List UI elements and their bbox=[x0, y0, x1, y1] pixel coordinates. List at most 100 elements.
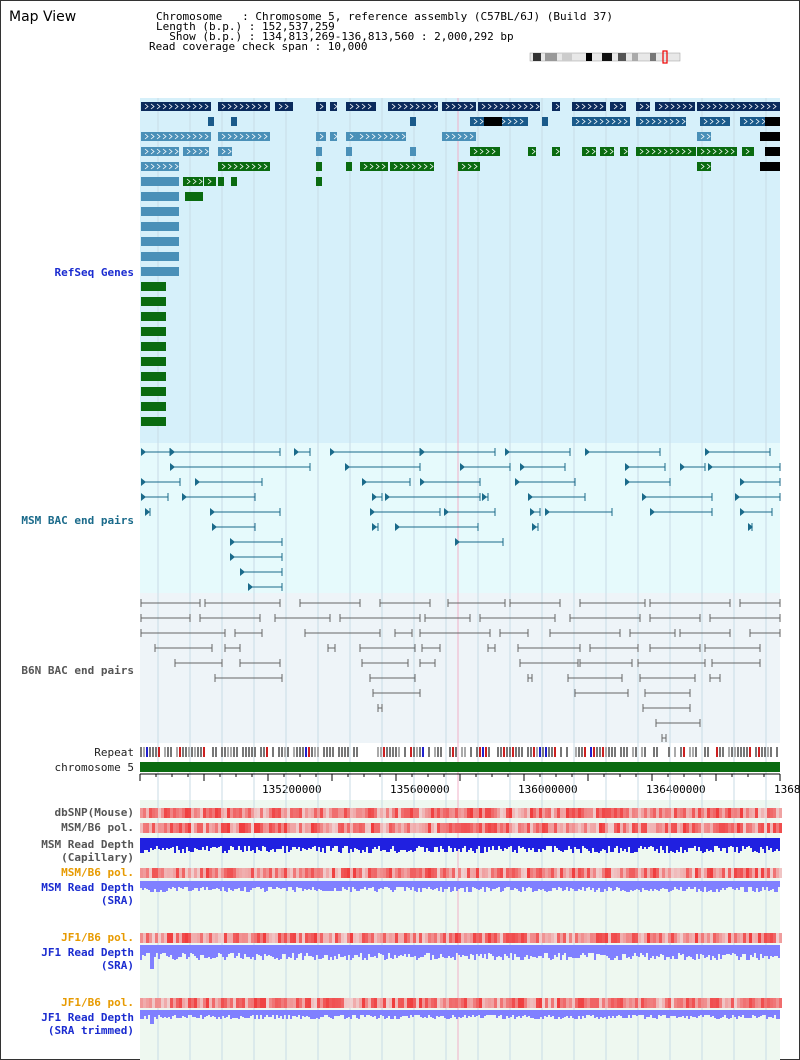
polymorphism-cell bbox=[539, 933, 542, 943]
polymorphism-cell bbox=[605, 933, 608, 943]
polymorphism-cell bbox=[317, 868, 320, 878]
read-depth-bar bbox=[406, 838, 408, 852]
gene-strand-arrow bbox=[675, 118, 680, 125]
polymorphism-cell bbox=[551, 808, 554, 818]
gene-strand-arrow bbox=[257, 103, 262, 110]
read-depth-bar bbox=[272, 881, 274, 889]
read-depth-bar bbox=[488, 838, 490, 847]
gene-feature bbox=[141, 192, 179, 201]
read-depth-bar bbox=[524, 945, 526, 957]
gene-strand-arrow bbox=[174, 163, 179, 170]
polymorphism-cell bbox=[278, 808, 281, 818]
read-depth-bar bbox=[636, 1010, 638, 1016]
polymorphism-cell bbox=[635, 868, 638, 878]
polymorphism-cell bbox=[665, 823, 668, 833]
read-depth-bar bbox=[250, 945, 252, 959]
read-depth-bar bbox=[248, 881, 250, 892]
polymorphism-cell bbox=[173, 998, 176, 1008]
read-depth-bar bbox=[540, 945, 542, 956]
polymorphism-cell bbox=[578, 933, 581, 943]
read-depth-bar bbox=[362, 1010, 364, 1015]
polymorphism-cell bbox=[308, 808, 311, 818]
read-depth-bar bbox=[724, 1010, 726, 1015]
polymorphism-cell bbox=[731, 998, 734, 1008]
read-depth-bar bbox=[320, 945, 322, 959]
gene-strand-arrow bbox=[174, 148, 179, 155]
read-depth-bar bbox=[228, 881, 230, 888]
polymorphism-cell bbox=[230, 998, 233, 1008]
read-depth-bar bbox=[328, 881, 330, 891]
polymorphism-cell bbox=[479, 998, 482, 1008]
polymorphism-cell bbox=[530, 808, 533, 818]
polymorphism-cell bbox=[266, 808, 269, 818]
read-depth-bar bbox=[338, 945, 340, 954]
bac-end-marker bbox=[545, 508, 550, 516]
read-depth-bar bbox=[486, 945, 488, 959]
read-depth-bar bbox=[754, 881, 756, 892]
read-depth-bar bbox=[454, 1010, 456, 1017]
read-depth-bar bbox=[748, 1010, 750, 1018]
read-depth-bar bbox=[596, 838, 598, 852]
read-depth-bar bbox=[578, 1010, 580, 1016]
read-depth-bar bbox=[258, 1010, 260, 1019]
read-depth-bar bbox=[414, 838, 416, 851]
read-depth-bar bbox=[688, 838, 690, 848]
polymorphism-cell bbox=[245, 998, 248, 1008]
repeat-element bbox=[590, 747, 592, 757]
polymorphism-cell bbox=[668, 933, 671, 943]
polymorphism-cell bbox=[506, 823, 509, 833]
read-depth-bar bbox=[680, 838, 682, 847]
read-depth-bar bbox=[732, 945, 734, 953]
read-depth-bar bbox=[760, 945, 762, 954]
read-depth-bar bbox=[734, 945, 736, 954]
polymorphism-cell bbox=[239, 868, 242, 878]
read-depth-bar bbox=[768, 881, 770, 891]
polymorphism-cell bbox=[467, 868, 470, 878]
read-depth-bar bbox=[532, 1010, 534, 1018]
polymorphism-cell bbox=[305, 868, 308, 878]
read-depth-bar bbox=[436, 881, 438, 888]
polymorphism-cell bbox=[359, 823, 362, 833]
repeat-element bbox=[377, 747, 379, 757]
read-depth-bar bbox=[364, 881, 366, 887]
read-depth-bar bbox=[392, 881, 394, 892]
read-depth-bar bbox=[556, 1010, 558, 1019]
polymorphism-cell bbox=[251, 998, 254, 1008]
polymorphism-cell bbox=[173, 808, 176, 818]
bac-end-marker bbox=[735, 493, 740, 501]
read-depth-bar bbox=[674, 1010, 676, 1016]
read-depth-bar bbox=[520, 838, 522, 848]
polymorphism-cell bbox=[581, 808, 584, 818]
polymorphism-cell bbox=[371, 868, 374, 878]
read-depth-bar bbox=[552, 945, 554, 959]
read-depth-bar bbox=[384, 881, 386, 887]
read-depth-bar bbox=[186, 838, 188, 847]
read-depth-bar bbox=[710, 945, 712, 960]
repeat-element bbox=[386, 747, 388, 757]
polymorphism-cell bbox=[311, 868, 314, 878]
read-depth-bar bbox=[154, 945, 156, 957]
polymorphism-cell bbox=[521, 868, 524, 878]
read-depth-bar bbox=[560, 838, 562, 851]
read-depth-bar bbox=[506, 838, 508, 849]
polymorphism-cell bbox=[755, 998, 758, 1008]
polymorphism-cell bbox=[377, 823, 380, 833]
polymorphism-cell bbox=[287, 823, 290, 833]
polymorphism-cell bbox=[263, 868, 266, 878]
polymorphism-cell bbox=[704, 823, 707, 833]
polymorphism-cell bbox=[590, 933, 593, 943]
read-depth-bar bbox=[612, 838, 614, 852]
polymorphism-cell bbox=[206, 933, 209, 943]
repeat-element bbox=[470, 747, 472, 757]
bac-end-marker bbox=[420, 448, 425, 456]
polymorphism-cell bbox=[518, 868, 521, 878]
read-depth-bar bbox=[686, 1010, 688, 1016]
read-depth-bar bbox=[146, 881, 148, 889]
read-depth-bar bbox=[408, 881, 410, 888]
read-depth-bar bbox=[432, 838, 434, 852]
read-depth-bar bbox=[282, 838, 284, 846]
read-depth-bar bbox=[614, 881, 616, 890]
polymorphism-cell bbox=[350, 808, 353, 818]
polymorphism-cell bbox=[614, 823, 617, 833]
